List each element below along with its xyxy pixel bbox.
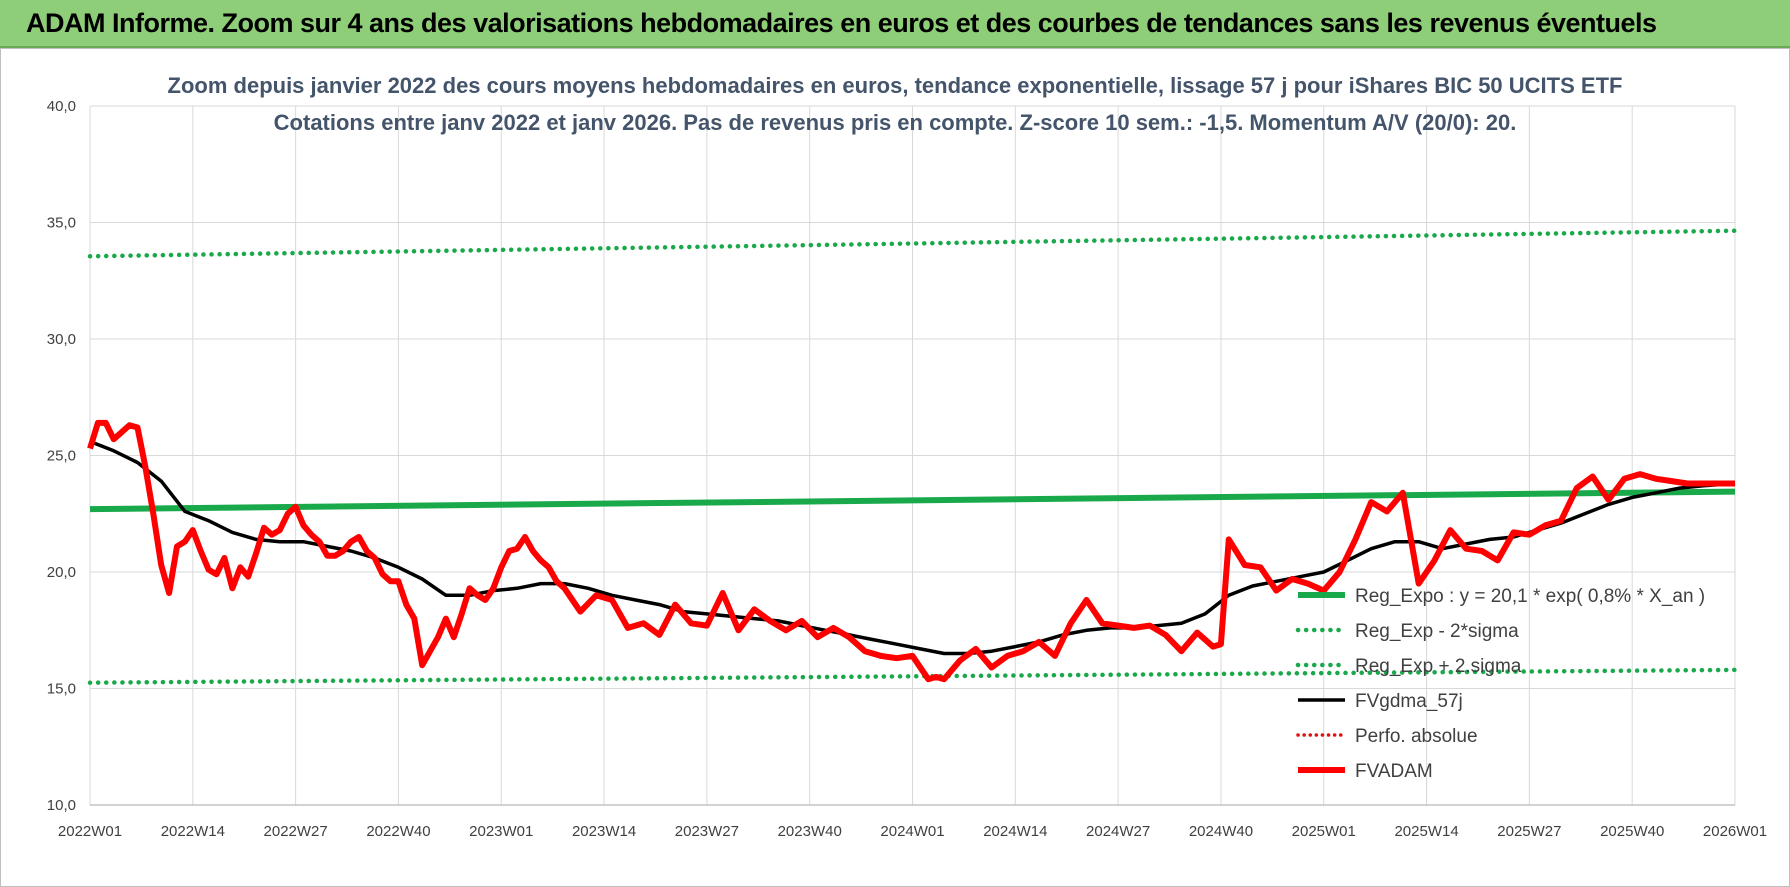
x-tick-label: 2024W40 bbox=[1189, 823, 1253, 840]
x-tick-label: 2025W14 bbox=[1394, 823, 1458, 840]
report-banner: ADAM Informe. Zoom sur 4 ans des valoris… bbox=[0, 0, 1790, 48]
series-line-2 bbox=[87, 228, 1738, 259]
x-tick-label: 2023W40 bbox=[778, 823, 842, 840]
legend-label: Reg_Exp - 2*sigma bbox=[1355, 621, 1519, 642]
x-tick-label: 2022W40 bbox=[366, 823, 430, 840]
x-tick-label: 2025W40 bbox=[1600, 823, 1664, 840]
x-tick-label: 2023W01 bbox=[469, 823, 533, 840]
series-line-0 bbox=[89, 488, 1736, 513]
y-tick-label: 40,0 bbox=[47, 98, 76, 115]
x-tick-label: 2026W01 bbox=[1703, 823, 1767, 840]
legend-label: Reg_Exp + 2.sigma bbox=[1355, 656, 1522, 677]
y-tick-label: 15,0 bbox=[47, 681, 76, 698]
legend-label: FVgdma_57j bbox=[1355, 691, 1463, 712]
axis-labels: 10,0 15,0 20,0 25,0 30,0 35,0 40,0 2022W01 2022W… bbox=[47, 98, 1767, 840]
series-layer bbox=[87, 228, 1738, 685]
y-tick-label: 30,0 bbox=[47, 331, 76, 348]
x-tick-label: 2023W14 bbox=[572, 823, 636, 840]
legend-label: Reg_Expo : y = 20,1 * exp( 0,8% * X_an ) bbox=[1355, 586, 1705, 607]
x-tick-label: 2024W14 bbox=[983, 823, 1047, 840]
y-tick-label: 25,0 bbox=[47, 448, 76, 465]
x-tick-label: 2024W01 bbox=[880, 823, 944, 840]
x-tick-label: 2022W01 bbox=[58, 823, 122, 840]
banner-title: ADAM Informe. Zoom sur 4 ans des valoris… bbox=[26, 8, 1657, 38]
y-tick-label: 10,0 bbox=[47, 797, 76, 814]
chart-title: Zoom depuis janvier 2022 des cours moyen… bbox=[168, 73, 1623, 98]
gridlines bbox=[89, 105, 1736, 806]
x-tick-label: 2022W14 bbox=[161, 823, 225, 840]
y-tick-label: 35,0 bbox=[47, 215, 76, 232]
legend-label: Perfo. absolue bbox=[1355, 726, 1478, 747]
y-tick-label: 20,0 bbox=[47, 564, 76, 581]
x-tick-label: 2023W27 bbox=[675, 823, 739, 840]
x-tick-label: 2022W27 bbox=[264, 823, 328, 840]
x-tick-label: 2025W27 bbox=[1497, 823, 1561, 840]
legend-label: FVADAM bbox=[1355, 761, 1433, 782]
chart-subtitle: Cotations entre janv 2022 et janv 2026. … bbox=[274, 110, 1517, 135]
series-line-3 bbox=[89, 439, 1736, 656]
series-line-1 bbox=[87, 667, 1738, 685]
x-tick-label: 2025W01 bbox=[1292, 823, 1356, 840]
x-tick-label: 2024W27 bbox=[1086, 823, 1150, 840]
series-line-5 bbox=[87, 419, 1735, 683]
legend: Reg_Expo : y = 20,1 * exp( 0,8% * X_an )… bbox=[1295, 586, 1705, 782]
